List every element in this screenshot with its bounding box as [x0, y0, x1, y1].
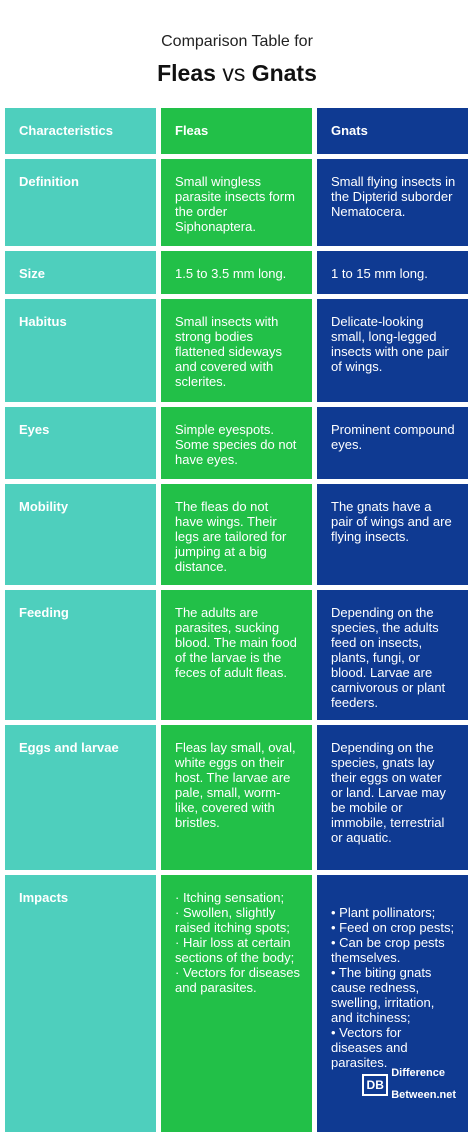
title-gnats: Gnats — [251, 60, 317, 86]
row-fleas-value: Simple eyespots. Some species do not hav… — [161, 407, 312, 479]
logo-line-1: Difference — [391, 1067, 445, 1079]
row-gnats-value: 1 to 15 mm long. — [317, 251, 468, 294]
title-fleas: Fleas — [157, 60, 216, 86]
row-gnats-value: Depending on the species, the adults fee… — [317, 590, 468, 720]
row-characteristic: Size — [5, 251, 156, 294]
row-gnats-value: Depending on the species, gnats lay thei… — [317, 725, 468, 870]
row-characteristic: Impacts — [5, 875, 156, 1132]
row-characteristic: Eyes — [5, 407, 156, 479]
logo-line-2: Between.net — [391, 1089, 456, 1101]
header-characteristics: Characteristics — [5, 108, 156, 154]
row-fleas-value: The adults are parasites, sucking blood.… — [161, 590, 312, 720]
row-gnats-value: The gnats have a pair of wings and are f… — [317, 484, 468, 585]
row-gnats-value: Delicate-looking small, long-legged inse… — [317, 299, 468, 402]
row-fleas-value: The fleas do not have wings. Their legs … — [161, 484, 312, 585]
row-fleas-value: 1.5 to 3.5 mm long. — [161, 251, 312, 294]
row-gnats-value: • Plant pollinators; • Feed on crop pest… — [317, 875, 468, 1132]
row-characteristic: Feeding — [5, 590, 156, 720]
site-logo: DB Difference Between.net — [362, 1057, 456, 1112]
impacts-gnats-text: • Plant pollinators; • Feed on crop pest… — [331, 905, 455, 1070]
comparison-table: Characteristics Fleas Gnats Definition S… — [5, 108, 468, 1132]
page-subtitle: Comparison Table for — [161, 33, 313, 50]
row-fleas-value: · Itching sensation; · Swollen, slightly… — [161, 875, 312, 1132]
header-gnats: Gnats — [317, 108, 468, 154]
row-characteristic: Definition — [5, 159, 156, 246]
row-fleas-value: Small insects with strong bodies flatten… — [161, 299, 312, 402]
row-fleas-value: Fleas lay small, oval, white eggs on the… — [161, 725, 312, 870]
row-characteristic: Mobility — [5, 484, 156, 585]
header-fleas: Fleas — [161, 108, 312, 154]
row-characteristic: Habitus — [5, 299, 156, 402]
row-gnats-value: Prominent compound eyes. — [317, 407, 468, 479]
page-title: Fleas vs Gnats — [0, 60, 474, 87]
title-vs: vs — [222, 60, 246, 86]
row-characteristic: Eggs and larvae — [5, 725, 156, 870]
logo-mark: DB — [362, 1073, 389, 1096]
row-fleas-value: Small wingless parasite insects form the… — [161, 159, 312, 246]
row-gnats-value: Small flying insects in the Dipterid sub… — [317, 159, 468, 246]
